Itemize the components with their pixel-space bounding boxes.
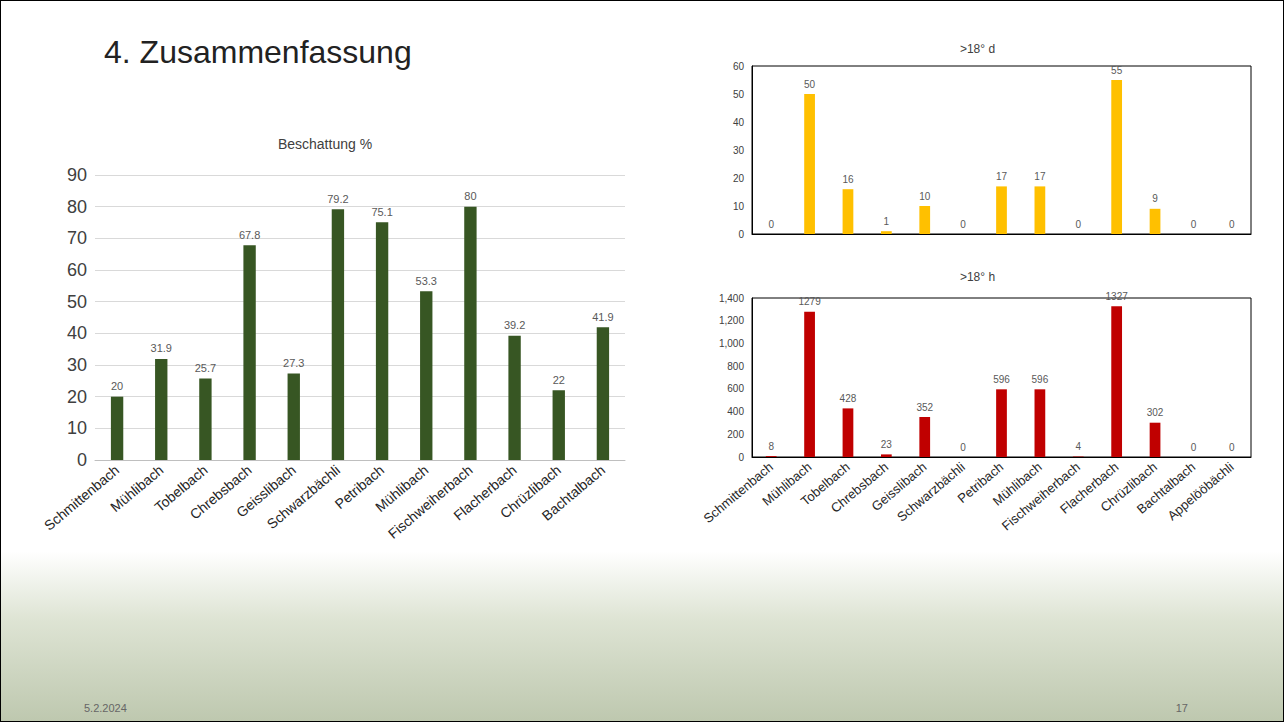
svg-text:50: 50 [67, 292, 87, 312]
svg-text:200: 200 [727, 429, 744, 440]
svg-text:20: 20 [733, 173, 745, 184]
svg-text:596: 596 [993, 374, 1010, 385]
svg-text:352: 352 [916, 402, 933, 413]
svg-text:Flacherbach: Flacherbach [1057, 459, 1122, 517]
svg-text:Bachtalbach: Bachtalbach [539, 462, 608, 524]
svg-text:79.2: 79.2 [327, 193, 348, 205]
svg-text:1: 1 [884, 216, 890, 227]
svg-text:4: 4 [1075, 441, 1081, 452]
svg-text:Geisslibach: Geisslibach [868, 459, 930, 514]
svg-text:23: 23 [881, 439, 893, 450]
svg-text:Fischweiherbach: Fischweiherbach [998, 459, 1084, 534]
svg-text:67.8: 67.8 [239, 229, 260, 241]
html-text:5.2.2024: 5.2.2024 [84, 702, 127, 714]
svg-text:0: 0 [1191, 219, 1197, 230]
svg-text:400: 400 [727, 406, 744, 417]
svg-text:10: 10 [733, 201, 745, 212]
svg-text:22: 22 [553, 374, 565, 386]
svg-text:Chrüzlibach: Chrüzlibach [1097, 459, 1160, 515]
svg-text:41.9: 41.9 [592, 311, 613, 323]
svg-text:0: 0 [1075, 219, 1081, 230]
svg-text:8: 8 [768, 441, 774, 452]
svg-text:600: 600 [727, 383, 744, 394]
svg-text:428: 428 [840, 393, 857, 404]
svg-text:0: 0 [768, 219, 774, 230]
svg-text:Flacherbach: Flacherbach [450, 461, 520, 524]
svg-text:Tobelbach: Tobelbach [151, 461, 211, 516]
svg-text:Petribach: Petribach [331, 461, 388, 513]
svg-text:40: 40 [733, 117, 745, 128]
svg-text:30: 30 [67, 355, 87, 375]
svg-text:0: 0 [1229, 219, 1235, 230]
svg-text:50: 50 [804, 79, 816, 90]
svg-text:9: 9 [1152, 193, 1158, 204]
svg-text:>18° h: >18° h [960, 270, 995, 284]
svg-text:Tobelbach: Tobelbach [797, 459, 853, 509]
svg-text:0: 0 [1191, 442, 1197, 453]
svg-text:Chrüzlibach: Chrüzlibach [497, 461, 564, 522]
svg-text:17: 17 [996, 171, 1008, 182]
svg-text:17: 17 [1034, 171, 1046, 182]
svg-text:0: 0 [77, 450, 87, 470]
svg-text:75.1: 75.1 [371, 206, 392, 218]
svg-text:Schwarzbächli: Schwarzbächli [264, 462, 343, 532]
svg-text:60: 60 [733, 61, 745, 72]
svg-text:0: 0 [960, 442, 966, 453]
svg-text:27.3: 27.3 [283, 357, 304, 369]
svg-text:0: 0 [960, 219, 966, 230]
svg-text:Fischweiherbach: Fischweiherbach [384, 461, 476, 542]
svg-text:>18° d: >18° d [960, 42, 995, 56]
svg-text:Schmittenbach: Schmittenbach [700, 459, 776, 526]
svg-text:60: 60 [67, 260, 87, 280]
svg-text:Mühlibach: Mühlibach [107, 461, 167, 516]
svg-text:39.2: 39.2 [504, 319, 525, 331]
svg-text:80: 80 [464, 190, 476, 202]
svg-text:Appelööbächli: Appelööbächli [1164, 459, 1236, 523]
html-text:4. Zusammenfassung: 4. Zusammenfassung [104, 34, 412, 70]
svg-text:1,000: 1,000 [719, 338, 744, 349]
svg-text:Bachtalbach: Bachtalbach [1133, 459, 1199, 517]
svg-text:Geisslibach: Geisslibach [233, 461, 299, 521]
svg-text:1327: 1327 [1106, 291, 1129, 302]
svg-text:70: 70 [67, 228, 87, 248]
svg-text:302: 302 [1147, 407, 1164, 418]
svg-text:40: 40 [67, 323, 87, 343]
svg-text:Schwarzbächli: Schwarzbächli [894, 459, 968, 525]
svg-text:20: 20 [67, 387, 87, 407]
svg-text:Chrebsbach: Chrebsbach [186, 461, 255, 523]
svg-text:80: 80 [67, 197, 87, 217]
svg-text:20: 20 [111, 380, 123, 392]
svg-text:10: 10 [919, 191, 931, 202]
svg-text:0: 0 [1229, 442, 1235, 453]
svg-text:Mühlibach: Mühlibach [759, 459, 815, 509]
svg-text:55: 55 [1111, 65, 1123, 76]
svg-text:Mühlibach: Mühlibach [989, 459, 1045, 509]
svg-text:0: 0 [738, 452, 744, 463]
svg-text:1,400: 1,400 [719, 293, 744, 304]
svg-text:50: 50 [733, 89, 745, 100]
svg-text:0: 0 [738, 229, 744, 240]
svg-text:Mühlibach: Mühlibach [372, 461, 432, 516]
svg-text:10: 10 [67, 418, 87, 438]
svg-text:800: 800 [727, 361, 744, 372]
svg-text:Schmittenbach: Schmittenbach [41, 462, 122, 534]
svg-text:25.7: 25.7 [195, 362, 216, 374]
svg-text:30: 30 [733, 145, 745, 156]
html-text:17: 17 [1175, 702, 1188, 714]
svg-text:Beschattung %: Beschattung % [278, 136, 372, 152]
svg-text:Chrebsbach: Chrebsbach [827, 459, 892, 516]
svg-text:1279: 1279 [798, 296, 821, 307]
svg-text:16: 16 [842, 174, 854, 185]
svg-text:1,200: 1,200 [719, 315, 744, 326]
svg-text:31.9: 31.9 [151, 342, 172, 354]
svg-text:90: 90 [67, 165, 87, 185]
svg-text:596: 596 [1032, 374, 1049, 385]
svg-text:53.3: 53.3 [416, 275, 437, 287]
svg-text:Petribach: Petribach [954, 459, 1007, 507]
